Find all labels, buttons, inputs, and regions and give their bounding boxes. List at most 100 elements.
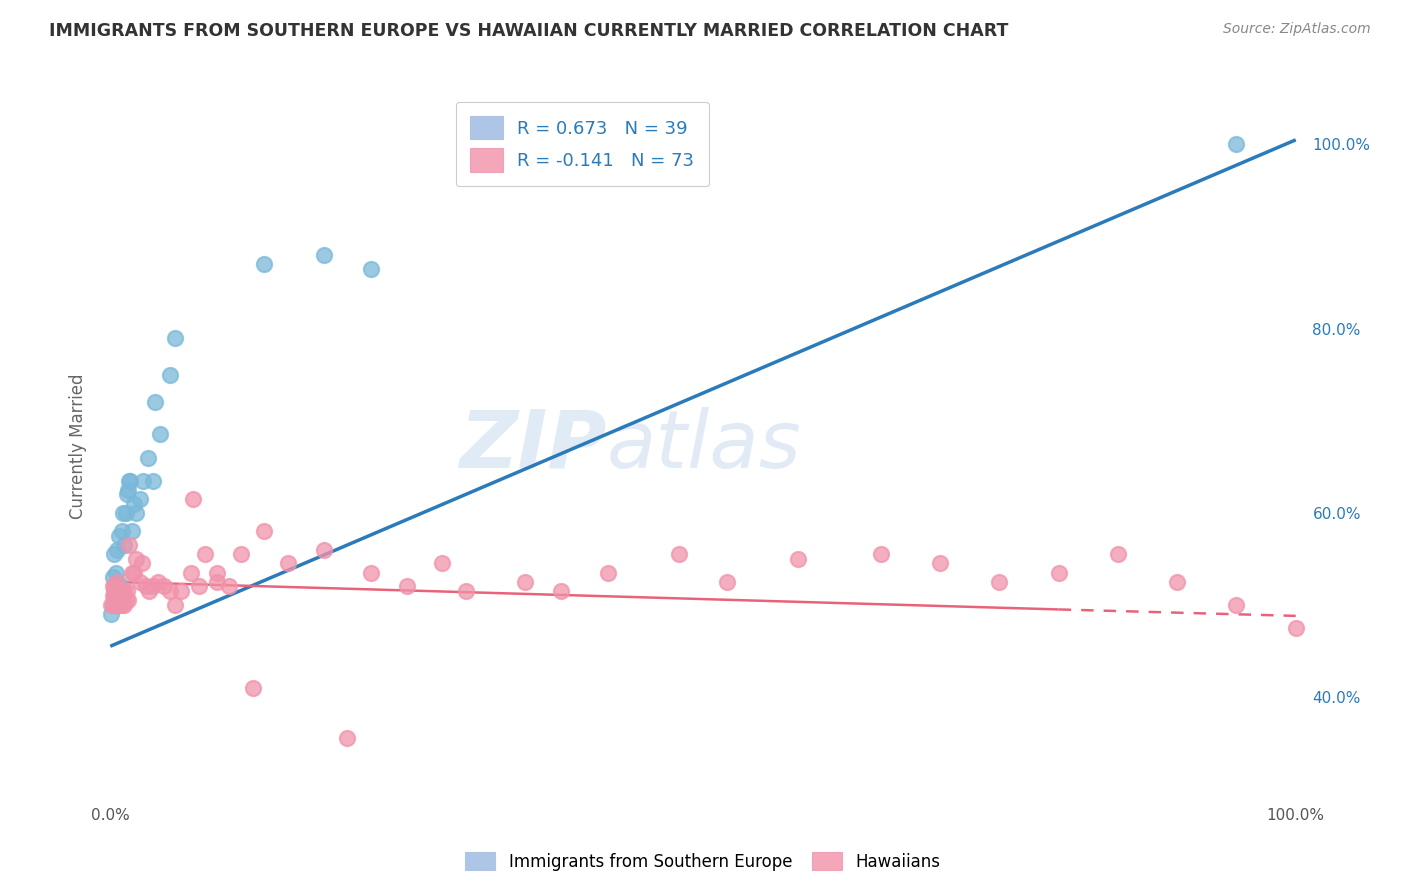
- Text: Source: ZipAtlas.com: Source: ZipAtlas.com: [1223, 22, 1371, 37]
- Point: [869, 547, 891, 561]
- Point: [142, 579, 165, 593]
- Point: [120, 474, 142, 488]
- Point: [111, 524, 134, 538]
- Point: [103, 547, 125, 561]
- Point: [103, 584, 125, 599]
- Point: [312, 542, 335, 557]
- Point: [360, 566, 382, 580]
- Point: [105, 593, 128, 607]
- Point: [136, 450, 159, 465]
- Point: [159, 584, 181, 599]
- Y-axis label: Currently Married: Currently Married: [69, 373, 87, 519]
- Point: [117, 483, 139, 497]
- Point: [152, 579, 174, 593]
- Point: [101, 570, 124, 584]
- Point: [114, 598, 136, 612]
- Point: [105, 574, 128, 589]
- Point: [104, 579, 127, 593]
- Point: [110, 584, 132, 599]
- Point: [104, 579, 127, 593]
- Point: [515, 574, 537, 589]
- Point: [146, 574, 169, 589]
- Point: [114, 506, 136, 520]
- Point: [135, 579, 157, 593]
- Point: [1225, 598, 1247, 612]
- Text: atlas: atlas: [606, 407, 801, 485]
- Point: [312, 248, 335, 262]
- Point: [104, 589, 127, 603]
- Point: [105, 589, 128, 603]
- Point: [100, 607, 122, 621]
- Point: [104, 593, 127, 607]
- Point: [988, 574, 1011, 589]
- Point: [105, 589, 128, 603]
- Point: [598, 566, 620, 580]
- Point: [194, 547, 217, 561]
- Point: [111, 598, 134, 612]
- Point: [360, 261, 382, 276]
- Point: [132, 474, 155, 488]
- Point: [149, 427, 172, 442]
- Point: [218, 579, 240, 593]
- Point: [668, 547, 690, 561]
- Point: [105, 598, 128, 612]
- Point: [115, 487, 138, 501]
- Point: [1225, 137, 1247, 152]
- Point: [112, 593, 135, 607]
- Point: [1166, 574, 1188, 589]
- Point: [188, 579, 211, 593]
- Point: [242, 681, 264, 695]
- Point: [103, 584, 125, 599]
- Point: [395, 579, 418, 593]
- Point: [118, 474, 141, 488]
- Point: [101, 598, 124, 612]
- Point: [112, 506, 135, 520]
- Legend: R = 0.673   N = 39, R = -0.141   N = 73: R = 0.673 N = 39, R = -0.141 N = 73: [456, 102, 709, 186]
- Point: [122, 497, 145, 511]
- Point: [121, 524, 143, 538]
- Point: [110, 579, 132, 593]
- Point: [107, 529, 129, 543]
- Text: IMMIGRANTS FROM SOUTHERN EUROPE VS HAWAIIAN CURRENTLY MARRIED CORRELATION CHART: IMMIGRANTS FROM SOUTHERN EUROPE VS HAWAI…: [49, 22, 1008, 40]
- Point: [114, 593, 136, 607]
- Point: [121, 566, 143, 580]
- Point: [159, 368, 181, 382]
- Point: [104, 598, 127, 612]
- Point: [110, 593, 132, 607]
- Point: [205, 566, 228, 580]
- Point: [165, 331, 187, 345]
- Point: [786, 551, 808, 566]
- Point: [101, 579, 124, 593]
- Point: [716, 574, 738, 589]
- Point: [108, 584, 131, 599]
- Point: [105, 598, 128, 612]
- Point: [129, 574, 152, 589]
- Point: [118, 538, 141, 552]
- Point: [165, 598, 187, 612]
- Point: [170, 584, 193, 599]
- Point: [454, 584, 477, 599]
- Point: [105, 542, 128, 557]
- Point: [138, 584, 160, 599]
- Point: [131, 557, 153, 571]
- Point: [143, 395, 166, 409]
- Point: [111, 584, 134, 599]
- Point: [122, 566, 145, 580]
- Point: [253, 257, 276, 271]
- Point: [181, 491, 204, 506]
- Point: [129, 491, 152, 506]
- Point: [550, 584, 572, 599]
- Point: [105, 566, 128, 580]
- Point: [101, 589, 124, 603]
- Point: [117, 593, 139, 607]
- Point: [1047, 566, 1070, 580]
- Point: [108, 593, 131, 607]
- Point: [115, 584, 138, 599]
- Legend: Immigrants from Southern Europe, Hawaiians: Immigrants from Southern Europe, Hawaiia…: [457, 844, 949, 880]
- Point: [229, 547, 252, 561]
- Point: [125, 506, 148, 520]
- Point: [277, 557, 299, 571]
- Point: [112, 584, 135, 599]
- Point: [142, 474, 165, 488]
- Point: [1107, 547, 1129, 561]
